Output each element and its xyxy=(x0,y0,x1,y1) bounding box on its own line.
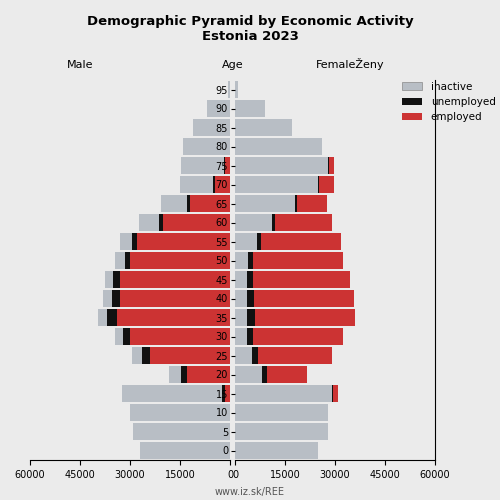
Bar xyxy=(334,386,338,402)
Text: Age: Age xyxy=(222,60,244,70)
Bar xyxy=(181,158,224,174)
Bar xyxy=(186,366,230,382)
Bar xyxy=(260,234,340,250)
Bar xyxy=(254,290,354,306)
Bar xyxy=(160,214,164,230)
Bar xyxy=(130,328,230,344)
Bar xyxy=(190,196,230,212)
Bar xyxy=(235,424,328,440)
Bar xyxy=(235,234,256,250)
Bar xyxy=(332,386,334,402)
Bar xyxy=(235,120,292,136)
Bar xyxy=(180,366,186,382)
Bar xyxy=(255,310,355,326)
Bar xyxy=(114,272,120,287)
Bar xyxy=(112,290,120,306)
Bar xyxy=(235,100,265,116)
Bar xyxy=(235,386,332,402)
Bar xyxy=(130,252,230,268)
Bar xyxy=(194,120,230,136)
Bar xyxy=(124,328,130,344)
Bar xyxy=(235,82,238,98)
Bar xyxy=(136,234,230,250)
Text: www.iz.sk/REE: www.iz.sk/REE xyxy=(215,487,285,497)
Bar xyxy=(248,252,254,268)
Text: FemaleŽeny: FemaleŽeny xyxy=(316,58,384,70)
Bar xyxy=(256,234,260,250)
Bar xyxy=(235,214,272,230)
Bar xyxy=(115,252,125,268)
Bar xyxy=(142,348,150,364)
Bar xyxy=(252,328,342,344)
Bar xyxy=(246,310,255,326)
Bar xyxy=(132,348,141,364)
Bar xyxy=(132,234,136,250)
Bar xyxy=(235,366,262,382)
Bar xyxy=(134,424,230,440)
Bar xyxy=(164,214,230,230)
Bar xyxy=(215,176,230,192)
Bar xyxy=(106,310,117,326)
Bar xyxy=(214,176,215,192)
Bar xyxy=(184,138,230,154)
Bar xyxy=(235,252,248,268)
Bar xyxy=(275,214,332,230)
Bar xyxy=(328,158,334,174)
Bar xyxy=(180,176,214,192)
Bar xyxy=(125,252,130,268)
Bar xyxy=(235,404,328,420)
Bar xyxy=(235,348,252,364)
Bar xyxy=(120,272,230,287)
Bar xyxy=(235,290,246,306)
Bar xyxy=(225,158,230,174)
Bar xyxy=(235,196,295,212)
Bar xyxy=(235,328,246,344)
Bar xyxy=(98,310,106,326)
Bar xyxy=(140,442,230,458)
Bar xyxy=(235,272,246,287)
Bar xyxy=(120,234,132,250)
Bar xyxy=(160,196,188,212)
Bar xyxy=(122,386,222,402)
Bar xyxy=(295,196,297,212)
Bar xyxy=(130,404,230,420)
Bar xyxy=(120,290,230,306)
Bar xyxy=(318,176,320,192)
Bar xyxy=(235,158,328,174)
Bar xyxy=(252,348,258,364)
Bar xyxy=(188,196,190,212)
Bar xyxy=(104,290,112,306)
Bar xyxy=(235,176,318,192)
Bar xyxy=(140,214,160,230)
Text: Male: Male xyxy=(67,60,93,70)
Bar xyxy=(320,176,334,192)
Bar xyxy=(235,442,318,458)
Bar xyxy=(222,386,225,402)
Bar xyxy=(150,348,230,364)
Bar xyxy=(297,196,327,212)
Bar xyxy=(224,158,225,174)
Bar xyxy=(246,290,254,306)
Bar xyxy=(169,366,180,382)
Bar xyxy=(254,272,350,287)
Bar xyxy=(246,272,254,287)
Bar xyxy=(228,82,230,98)
Text: Demographic Pyramid by Economic Activity
Estonia 2023: Demographic Pyramid by Economic Activity… xyxy=(86,15,413,43)
Bar xyxy=(235,310,246,326)
Bar xyxy=(262,366,266,382)
Bar xyxy=(272,214,275,230)
Bar xyxy=(254,252,344,268)
Bar xyxy=(246,328,252,344)
Legend: inactive, unemployed, employed: inactive, unemployed, employed xyxy=(398,78,500,126)
Bar xyxy=(266,366,306,382)
Bar xyxy=(105,272,114,287)
Bar xyxy=(258,348,332,364)
Bar xyxy=(235,138,322,154)
Bar xyxy=(225,386,230,402)
Bar xyxy=(206,100,230,116)
Bar xyxy=(116,310,230,326)
Bar xyxy=(115,328,124,344)
